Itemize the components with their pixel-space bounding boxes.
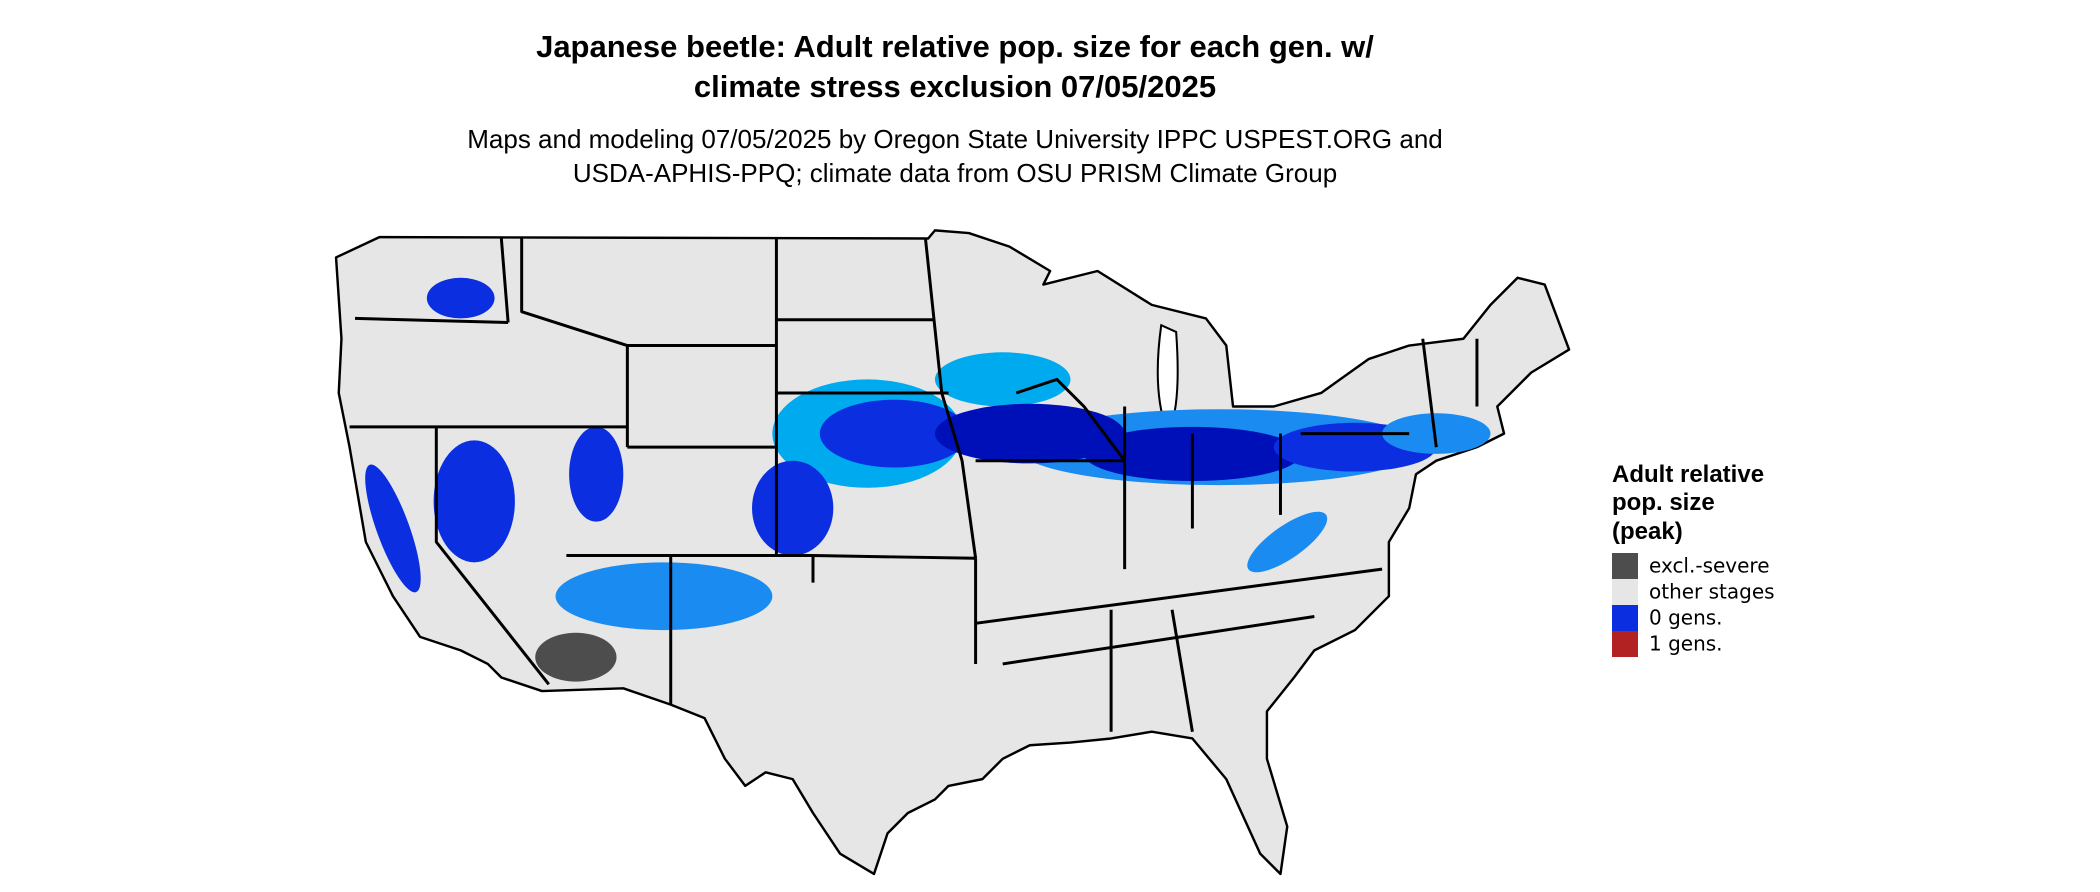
legend-title: (peak) (1612, 518, 1683, 545)
map (334, 229, 1571, 876)
state-borders (349, 238, 1479, 732)
legend: Adult relative pop. size (peak) excl.-se… (1612, 461, 1775, 657)
legend-label: excl.-severe (1649, 554, 1770, 578)
title-line: climate stress exclusion 07/05/2025 (694, 69, 1216, 104)
subtitle-line: USDA-APHIS-PPQ; climate data from OSU PR… (573, 158, 1337, 188)
legend-swatch (1612, 631, 1638, 657)
legend-swatch (1612, 579, 1638, 605)
legend-label: other stages (1649, 580, 1775, 604)
us-land (334, 229, 1571, 876)
legend-swatch (1612, 553, 1638, 579)
subtitle-line: Maps and modeling 07/05/2025 by Oregon S… (467, 124, 1443, 154)
legend-title: Adult relative (1612, 461, 1764, 488)
title-line: Japanese beetle: Adult relative pop. siz… (536, 29, 1374, 64)
legend-label: 1 gens. (1649, 632, 1723, 656)
legend-title: pop. size (1612, 489, 1715, 516)
legend-label: 0 gens. (1649, 606, 1723, 630)
legend-swatch (1612, 605, 1638, 631)
